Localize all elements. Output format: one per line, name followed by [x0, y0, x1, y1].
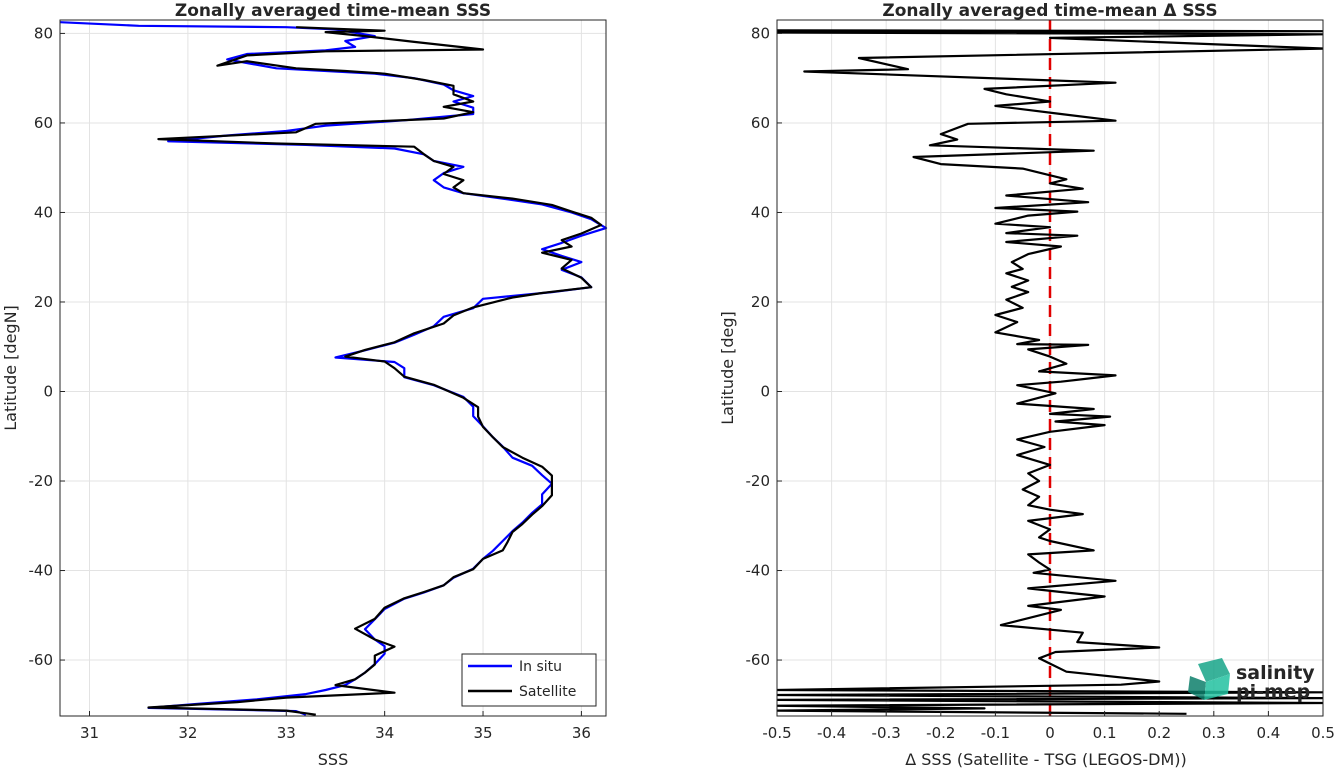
chart-delta-sss-title: Zonally averaged time-mean Δ SSS: [882, 1, 1217, 21]
legend-label-satellite: Satellite: [519, 684, 576, 700]
x-tick-label: 33: [277, 724, 296, 742]
y-tick-label: -60: [746, 651, 771, 669]
chart-delta-sss-ylabel: Latitude [deg]: [718, 311, 737, 425]
y-tick-label: 60: [34, 114, 53, 132]
series-line-in-situ: [59, 21, 608, 716]
x-tick-label: -0.2: [926, 724, 955, 742]
x-tick-label: 31: [80, 724, 99, 742]
y-tick-label: -20: [29, 472, 54, 490]
legend-label-in-situ: In situ: [519, 659, 562, 675]
y-tick-label: 80: [34, 24, 53, 42]
chart-delta-sss-xticks: -0.5 -0.4 -0.3 -0.2 -0.1 0 0.1 0.2 0.3 0.4 0.5: [762, 711, 1335, 742]
series-line-delta-sss: [777, 29, 1323, 715]
x-tick-label: 0: [1045, 724, 1055, 742]
chart-delta-sss-yticks: 80 60 40 20 0 -20 -40 -60: [746, 24, 782, 669]
y-tick-label: 40: [751, 203, 770, 221]
chart-sss-ylabel: Latitude [degN]: [1, 305, 20, 431]
x-tick-label: 0.4: [1256, 724, 1280, 742]
x-tick-label: 0.1: [1093, 724, 1117, 742]
y-tick-label: -20: [746, 472, 771, 490]
x-tick-label: 32: [178, 724, 197, 742]
series-line-satellite: [147, 26, 603, 716]
x-tick-label: 34: [375, 724, 394, 742]
y-tick-label: 80: [751, 24, 770, 42]
y-tick-label: -40: [746, 562, 771, 580]
y-tick-label: 0: [760, 382, 770, 400]
x-tick-label: 36: [572, 724, 591, 742]
x-tick-label: -0.4: [817, 724, 846, 742]
x-tick-label: -0.3: [872, 724, 901, 742]
y-tick-label: 20: [34, 293, 53, 311]
x-tick-label: 0.2: [1147, 724, 1171, 742]
chart-sss-lines: [59, 21, 608, 716]
chart-sss-xticks: 31 32 33 34 35 36: [80, 711, 591, 742]
cube-icon: [1188, 658, 1230, 700]
chart-sss-plot-frame: [59, 19, 607, 717]
chart-sss: Zonally averaged time-mean SSS 31 32 33 34 3…: [1, 1, 608, 769]
y-tick-label: 40: [34, 203, 53, 221]
x-tick-label: -0.1: [981, 724, 1010, 742]
legend-box: [461, 653, 597, 707]
x-tick-label: 0.5: [1311, 724, 1335, 742]
x-tick-label: 0.3: [1202, 724, 1226, 742]
chart-sss-title: Zonally averaged time-mean SSS: [175, 1, 491, 21]
logo-text-pi-mep: pi-mep: [1236, 681, 1310, 703]
logo-text-salinity: salinity: [1236, 662, 1315, 684]
x-tick-label: -0.5: [762, 724, 791, 742]
x-tick-label: 35: [473, 724, 492, 742]
chart-sss-yticks: 80 60 40 20 0 -20 -40 -60: [29, 24, 65, 669]
chart-sss-legend: In situ Satellite: [461, 653, 597, 707]
salinity-pi-mep-logo: salinity pi-mep: [1188, 658, 1315, 703]
y-tick-label: -40: [29, 562, 54, 580]
y-tick-label: -60: [29, 651, 54, 669]
chart-delta-sss: Zonally averaged time-mean Δ SSS -0.5 -0.…: [718, 1, 1335, 769]
chart-sss-xlabel: SSS: [318, 750, 348, 769]
y-tick-label: 20: [751, 293, 770, 311]
y-tick-label: 0: [43, 382, 53, 400]
y-tick-label: 60: [751, 114, 770, 132]
chart-delta-sss-xlabel: Δ SSS (Satellite - TSG (LEGOS-DM)): [905, 750, 1187, 769]
chart-delta-sss-lines: [777, 29, 1323, 715]
